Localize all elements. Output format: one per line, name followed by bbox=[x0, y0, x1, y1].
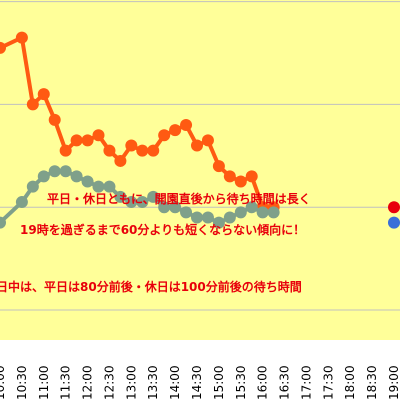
series-1-point-16 bbox=[180, 206, 193, 219]
series-1-point-2 bbox=[26, 180, 39, 193]
x-tick-label-5: 12:30 bbox=[102, 365, 116, 400]
series-1-point-7 bbox=[81, 175, 94, 188]
x-tick-label-1: 10:30 bbox=[15, 365, 29, 400]
x-tick-label-15: 17:30 bbox=[321, 365, 335, 400]
series-1-point-1 bbox=[15, 196, 28, 209]
series-1-point-3 bbox=[37, 170, 50, 183]
x-tick-label-4: 12:00 bbox=[81, 365, 95, 400]
series-1-point-22 bbox=[245, 201, 258, 214]
series-layer bbox=[0, 31, 400, 229]
series-0-point-1 bbox=[15, 31, 28, 44]
x-tick-label-14: 17:00 bbox=[299, 365, 313, 400]
series-0-point-17 bbox=[191, 139, 203, 152]
annotation-line-3: 日中は、平日は80分前後・休日は100分前後の待ち時間 bbox=[0, 280, 302, 294]
series-0-point-10 bbox=[114, 154, 127, 167]
x-tick-label-0: 10:00 bbox=[0, 365, 7, 400]
end-marker-0 bbox=[388, 201, 400, 214]
series-1-point-14 bbox=[158, 201, 171, 214]
series-0-point-15 bbox=[169, 124, 182, 137]
x-tick-label-17: 18:30 bbox=[365, 365, 379, 400]
series-1-point-8 bbox=[92, 180, 105, 193]
series-0-point-4 bbox=[48, 113, 61, 126]
series-1-point-11 bbox=[125, 196, 138, 209]
series-0-point-18 bbox=[201, 134, 214, 147]
series-0-point-21 bbox=[234, 175, 247, 188]
series-0-point-0 bbox=[0, 41, 6, 54]
series-1-point-19 bbox=[212, 216, 225, 229]
series-1-point-4 bbox=[48, 165, 61, 178]
x-tick-label-18: 19:00 bbox=[387, 365, 400, 400]
series-0-point-16 bbox=[180, 118, 193, 131]
series-1-point-9 bbox=[103, 180, 116, 193]
series-1-point-17 bbox=[191, 211, 203, 224]
series-1-point-18 bbox=[201, 211, 214, 224]
series-1-point-12 bbox=[136, 196, 149, 209]
series-0-point-2 bbox=[26, 98, 39, 111]
series-0-point-14 bbox=[158, 129, 171, 142]
series-0-point-20 bbox=[223, 170, 236, 183]
series-1-point-10 bbox=[114, 190, 127, 203]
series-1-point-13 bbox=[147, 190, 160, 203]
series-0-point-8 bbox=[92, 129, 105, 142]
series-0-point-7 bbox=[81, 134, 94, 147]
annotation-line-1: 平日・休日ともに、開園直後から待ち時間は長く bbox=[47, 192, 311, 206]
x-tick-label-16: 18:00 bbox=[343, 365, 357, 400]
x-tick-label-10: 15:00 bbox=[212, 365, 226, 400]
series-0-point-11 bbox=[125, 139, 138, 152]
series-0-point-6 bbox=[70, 134, 83, 147]
x-tick-label-3: 11:30 bbox=[59, 365, 73, 400]
series-1-point-20 bbox=[223, 211, 236, 224]
series-0-point-19 bbox=[212, 160, 225, 173]
series-0-point-5 bbox=[59, 144, 72, 157]
series-0-point-3 bbox=[37, 88, 50, 101]
series-1-point-6 bbox=[70, 170, 83, 183]
end-marker-1 bbox=[388, 216, 400, 229]
x-tick-label-7: 13:30 bbox=[146, 365, 160, 400]
series-1-point-0 bbox=[0, 216, 6, 229]
series-0-point-13 bbox=[147, 144, 160, 157]
series-0-point-9 bbox=[103, 144, 116, 157]
x-tick-label-2: 11:00 bbox=[37, 365, 51, 400]
gridlines bbox=[0, 1, 400, 311]
series-0-point-22 bbox=[245, 170, 258, 183]
series-1-point-5 bbox=[59, 165, 72, 178]
x-tick-label-8: 14:00 bbox=[168, 365, 182, 400]
x-tick-label-13: 16:30 bbox=[278, 365, 292, 400]
x-tick-label-11: 15:30 bbox=[234, 365, 248, 400]
series-1-point-21 bbox=[234, 206, 247, 219]
x-tick-label-9: 14:30 bbox=[190, 365, 204, 400]
series-1-point-15 bbox=[169, 201, 182, 214]
series-1-point-24 bbox=[267, 206, 280, 219]
annotation-line-2: 19時を過ぎるまで60分よりも短くならない傾向に！ bbox=[20, 223, 306, 237]
x-tick-label-6: 13:00 bbox=[124, 365, 138, 400]
x-tick-label-12: 16:00 bbox=[256, 365, 270, 400]
series-0-point-12 bbox=[136, 144, 149, 157]
series-1-point-23 bbox=[256, 206, 269, 219]
x-axis-tick-labels: 10:00 10:30 11:00 11:30 12:00 12:30 13:00 13:30… bbox=[0, 365, 400, 400]
